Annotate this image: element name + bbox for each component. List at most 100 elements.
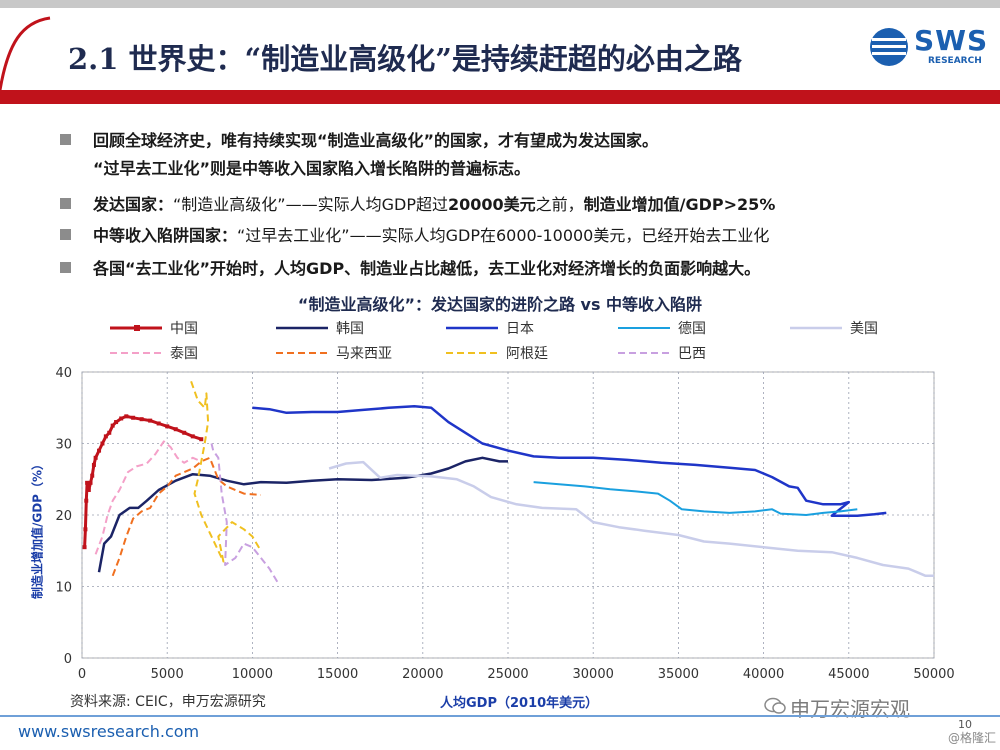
series-line-6 — [111, 456, 261, 577]
logo-text: SWS — [914, 24, 989, 57]
y-tick-label: 0 — [64, 652, 72, 667]
slide-title: 2.1 世界史：“制造业高级化”是持续赶超的必由之路 — [68, 42, 742, 76]
bullet-text: 之前， — [535, 195, 584, 214]
x-tick-label: 45000 — [828, 667, 869, 682]
series-point-0 — [182, 430, 187, 435]
bullet-item: 各国“去工业化”开始时，人均GDP、制造业占比越低，去工业化对经济增长的负面影响… — [60, 255, 760, 279]
series-point-0 — [114, 420, 119, 425]
footer-divider — [0, 715, 1000, 717]
series-point-0 — [148, 418, 153, 423]
x-tick-label: 50000 — [913, 667, 954, 682]
logo-subtext: RESEARCH — [928, 56, 982, 66]
bullet-item: 回顾全球经济史，唯有持续实现“制造业高级化”的国家，才有望成为发达国家。 — [60, 127, 658, 151]
bullet-text: 回顾全球经济史，唯有持续实现“制造业高级化”的国家，才有望成为发达国家。 — [93, 131, 659, 150]
series-point-0 — [156, 421, 161, 426]
series-line-4 — [328, 460, 934, 578]
series-point-0 — [107, 430, 112, 435]
legend-label: 巴西 — [678, 346, 706, 362]
series-point-0 — [119, 416, 124, 421]
series-point-0 — [199, 437, 204, 442]
series-point-0 — [93, 455, 98, 460]
watermark-text: 申万宏源宏观 — [790, 697, 910, 721]
legend-label: 德国 — [678, 321, 706, 337]
series-point-0 — [139, 417, 144, 422]
x-tick-label: 15000 — [317, 667, 358, 682]
series-line-8 — [210, 443, 279, 584]
series-point-0 — [190, 434, 195, 439]
slide-header: 2.1 世界史：“制造业高级化”是持续赶超的必由之路 — [0, 8, 1000, 90]
x-tick-label: 30000 — [573, 667, 614, 682]
bullet-square-icon — [60, 134, 71, 145]
series-point-0 — [100, 441, 105, 446]
legend-label: 马来西亚 — [336, 346, 392, 362]
y-tick-label: 40 — [55, 366, 72, 381]
top-gray-bar — [0, 0, 1000, 8]
bullet-square-icon — [60, 229, 71, 240]
bullet-text: “过早去工业化”——实际人均GDP在6000-10000美元，已经开始去工业化 — [237, 226, 770, 245]
bullet-text: 发达国家： — [93, 195, 174, 214]
sws-logo: SWS RESEARCH — [868, 22, 998, 72]
x-tick-label: 40000 — [743, 667, 784, 682]
bullet-text: 中等收入陷阱国家： — [93, 226, 238, 245]
series-point-0 — [124, 414, 129, 419]
source-note: 资料来源: CEIC，申万宏源研究 — [70, 694, 266, 710]
sws-logo-mark-icon — [870, 28, 908, 66]
legend-label: 阿根廷 — [506, 346, 548, 362]
series-point-0 — [84, 498, 89, 503]
bullet-item: “过早去工业化”则是中等收入国家陷入增长陷阱的普遍标志。 — [60, 155, 530, 179]
x-tick-label: 10000 — [232, 667, 273, 682]
legend-label: 美国 — [850, 321, 878, 337]
series-line-2 — [252, 405, 887, 517]
series-point-0 — [88, 480, 93, 485]
bullet-square-icon — [60, 262, 71, 273]
series-line-0 — [83, 414, 202, 548]
bullet-item: 中等收入陷阱国家：“过早去工业化”——实际人均GDP在6000-10000美元，… — [60, 222, 769, 246]
x-tick-label: 25000 — [487, 667, 528, 682]
series-point-0 — [82, 545, 87, 550]
x-tick-label: 5000 — [151, 667, 184, 682]
series-line-5 — [94, 440, 202, 555]
series-point-0 — [165, 424, 170, 429]
series-point-0 — [173, 427, 178, 432]
series-point-0 — [103, 434, 108, 439]
legend-label: 日本 — [506, 321, 534, 337]
footer-url: www.swsresearch.com — [18, 722, 200, 741]
series-point-0 — [90, 473, 95, 478]
series-point-0 — [86, 487, 91, 492]
bullet-square-icon — [60, 198, 71, 209]
bullet-item: 发达国家：“制造业高级化”——实际人均GDP超过20000美元之前，制造业增加值… — [60, 191, 775, 215]
series-point-0 — [85, 480, 90, 485]
legend-label: 泰国 — [170, 346, 198, 362]
page-number: 10 — [958, 718, 972, 731]
legend-marker — [134, 325, 140, 331]
bullet-text: 20000美元 — [447, 195, 536, 214]
series-point-0 — [110, 423, 115, 428]
watermark-secondary: @格隆汇 — [948, 731, 997, 745]
y-axis-label: 制造业增加值/GDP（%） — [30, 458, 45, 600]
y-tick-label: 30 — [55, 438, 72, 453]
bullet-text: 各国“去工业化”开始时，人均GDP、制造业占比越低，去工业化对经济增长的负面影响… — [93, 259, 761, 278]
x-tick-label: 0 — [78, 667, 86, 682]
header-curve-decoration — [0, 8, 1000, 90]
y-tick-label: 10 — [55, 581, 72, 596]
bullet-text: “制造业高级化”——实际人均GDP超过 — [173, 195, 448, 214]
series-point-0 — [83, 527, 88, 532]
series-line-3 — [533, 481, 858, 516]
series-point-0 — [131, 415, 136, 420]
series-line-1 — [97, 456, 508, 573]
legend-label: 韩国 — [336, 321, 364, 337]
x-tick-label: 35000 — [658, 667, 699, 682]
series-point-0 — [97, 448, 102, 453]
bullet-text: “过早去工业化”则是中等收入国家陷入增长陷阱的普遍标志。 — [93, 159, 531, 178]
bullet-text: 制造业增加值/GDP>25% — [583, 195, 776, 214]
legend-label: 中国 — [170, 321, 198, 337]
x-axis-label: 人均GDP（2010年美元） — [440, 696, 599, 711]
x-tick-label: 20000 — [402, 667, 443, 682]
chart-title: “制造业高级化”：发达国家的进阶之路 vs 中等收入陷阱 — [297, 295, 703, 314]
series-line-7 — [190, 380, 262, 563]
header-red-bar — [0, 90, 1000, 104]
series-point-0 — [91, 462, 96, 467]
wechat-icon — [764, 697, 786, 714]
y-tick-label: 20 — [55, 509, 72, 524]
